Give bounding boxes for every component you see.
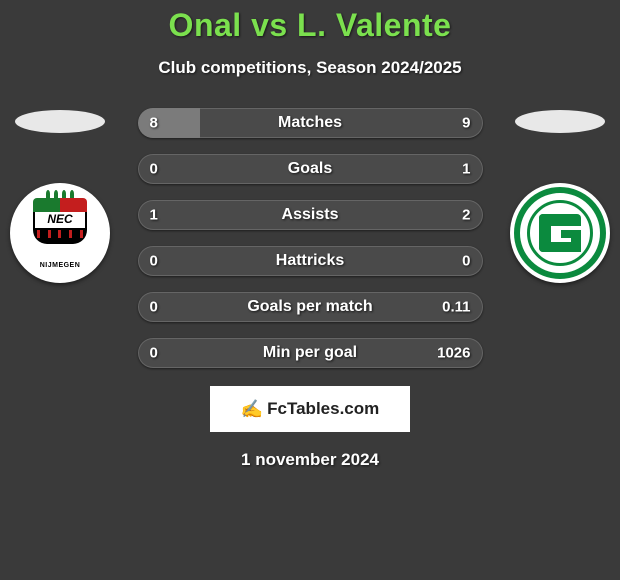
player1-avatar (15, 110, 105, 133)
stat-left-value: 0 (150, 299, 158, 316)
stat-row: 0 1 Goals (138, 154, 483, 184)
stat-right-value: 1 (462, 161, 470, 178)
team-left-badge: NEC NIJMEGEN (10, 183, 110, 283)
stat-right-value: 0 (462, 253, 470, 270)
subtitle: Club competitions, Season 2024/2025 (158, 58, 461, 78)
stat-row: 0 0.11 Goals per match (138, 292, 483, 322)
stat-label: Hattricks (276, 252, 344, 270)
nec-city-label: NIJMEGEN (40, 262, 81, 269)
player1-name: Onal (169, 7, 242, 43)
date-label: 1 november 2024 (241, 450, 379, 470)
page-title: Onal vs L. Valente (169, 7, 452, 44)
stat-left-value: 1 (150, 207, 158, 224)
stat-label: Min per goal (263, 344, 357, 362)
watermark-icon: ✍ (241, 399, 263, 420)
stat-right-value: 0.11 (442, 299, 470, 316)
watermark: ✍ FcTables.com (210, 386, 410, 432)
stat-left-value: 0 (150, 161, 158, 178)
vs-label: vs (251, 7, 288, 43)
nec-crest-icon: NEC (29, 198, 91, 260)
stat-label: Matches (278, 114, 342, 132)
stat-bars: 8 9 Matches 0 1 Goals 1 2 Assists 0 0 Hattricks 0 0.1… (138, 108, 483, 368)
watermark-text: FcTables.com (267, 399, 379, 419)
stat-right-value: 2 (462, 207, 470, 224)
team-right-column (500, 108, 620, 283)
stat-label: Goals per match (247, 298, 372, 316)
team-right-badge (510, 183, 610, 283)
player2-avatar (515, 110, 605, 133)
stat-left-value: 8 (150, 115, 158, 132)
stat-row: 0 1026 Min per goal (138, 338, 483, 368)
team-left-column: NEC NIJMEGEN (0, 108, 120, 283)
stat-left-value: 0 (150, 253, 158, 270)
groningen-g-icon (539, 214, 581, 252)
infographic-root: Onal vs L. Valente Club competitions, Se… (0, 0, 620, 580)
stat-row: 8 9 Matches (138, 108, 483, 138)
stat-right-value: 9 (462, 115, 470, 132)
stat-label: Goals (288, 160, 332, 178)
stat-row: 1 2 Assists (138, 200, 483, 230)
nec-badge-text: NEC (33, 212, 87, 230)
stat-left-value: 0 (150, 345, 158, 362)
comparison-area: NEC NIJMEGEN 89Matches01Goals12Assists00… (0, 108, 620, 368)
stat-right-value: 1026 (437, 345, 470, 362)
stat-label: Assists (282, 206, 339, 224)
stat-row: 0 0 Hattricks (138, 246, 483, 276)
player2-name: L. Valente (297, 7, 451, 43)
stat-fill-left (138, 108, 200, 138)
